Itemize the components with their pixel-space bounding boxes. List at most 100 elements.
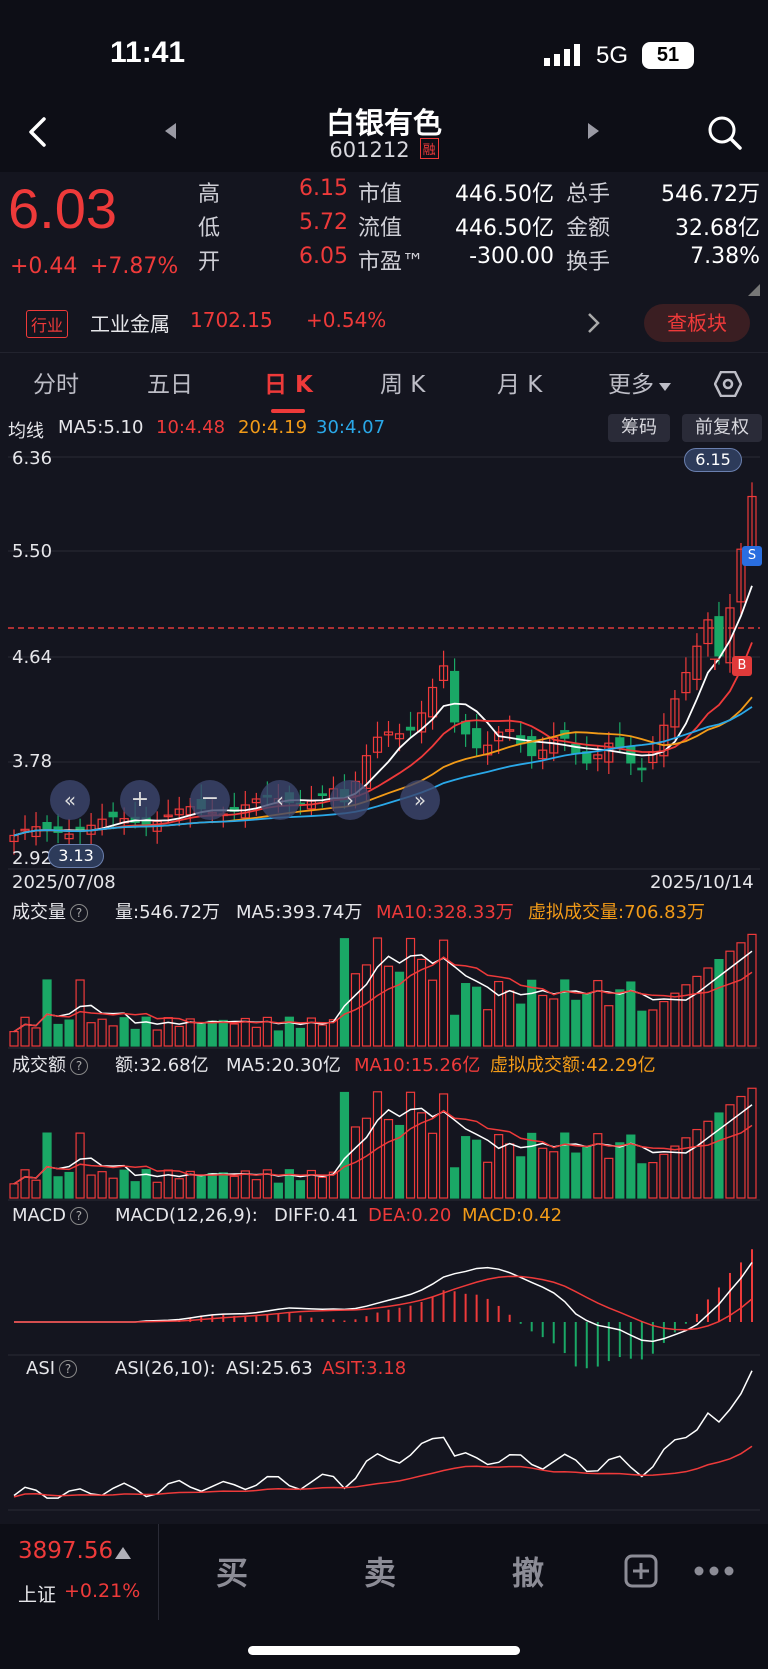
amount-bar	[306, 1169, 317, 1199]
macd-params: MACD(12,26,9):	[115, 1205, 258, 1226]
help-icon[interactable]: ?	[69, 1207, 88, 1225]
scroll-right-button[interactable]: ›	[330, 780, 370, 820]
adjust-button[interactable]: 前复权	[682, 414, 762, 442]
settings-icon[interactable]	[714, 371, 742, 397]
cancel-order-button[interactable]: 撤	[512, 1554, 545, 1592]
candle-body	[637, 767, 647, 771]
amount-virtual: 虚拟成交额:42.29亿	[490, 1055, 656, 1076]
volume-bar	[670, 992, 680, 1047]
sell-button[interactable]: 卖	[364, 1554, 397, 1592]
scroll-left-button[interactable]: ‹	[260, 780, 300, 820]
tab-daily-k[interactable]: 日 K	[264, 372, 313, 398]
bottom-toolbar: 3897.56 上证 +0.21% 买 卖 撤	[0, 1524, 768, 1669]
volume-title[interactable]: 成交量?	[12, 898, 88, 924]
battery-icon: 51	[642, 42, 694, 69]
volume-bar	[141, 1016, 151, 1047]
date-end: 2025/10/14	[650, 872, 754, 893]
volume-bar	[714, 958, 724, 1047]
index-ticker[interactable]: 3897.56 上证 +0.21%	[0, 1524, 160, 1624]
macd-title-label: MACD	[12, 1205, 66, 1226]
chevron-right-icon[interactable]	[586, 312, 600, 334]
amount-title[interactable]: 成交额?	[12, 1051, 88, 1077]
more-icon[interactable]	[694, 1566, 734, 1576]
volume-ma5: MA5:393.74万	[236, 902, 363, 923]
amount-bar	[604, 1157, 614, 1199]
volume-bar	[339, 938, 350, 1047]
tab-more[interactable]: 更多	[608, 365, 672, 399]
view-sector-button[interactable]: 查板块	[644, 304, 750, 342]
amount-bar	[416, 1112, 427, 1199]
search-icon[interactable]	[706, 114, 744, 152]
volume-bar	[527, 979, 537, 1047]
industry-row[interactable]: 行业 工业金属 1702.15 +0.54% 查板块	[0, 298, 768, 350]
amount-bar	[108, 1177, 118, 1199]
amount-bar	[461, 1136, 471, 1199]
volume-bars	[9, 933, 757, 1047]
volume-bar	[196, 1022, 206, 1047]
amount-bar	[130, 1181, 140, 1199]
high-value: 6.15	[299, 176, 348, 201]
chips-button[interactable]: 筹码	[608, 414, 670, 442]
buy-button[interactable]: 买	[216, 1554, 249, 1592]
volume-bar	[328, 1019, 339, 1047]
amount-bar	[692, 1128, 702, 1199]
help-icon[interactable]: ?	[70, 1057, 88, 1075]
add-watchlist-icon[interactable]	[624, 1554, 658, 1588]
volume-bar	[560, 979, 570, 1047]
next-stock-icon[interactable]	[586, 122, 600, 140]
price-change: +0.44	[10, 254, 78, 279]
tab-weekly-k[interactable]: 周 K	[380, 372, 426, 398]
status-time: 11:41	[110, 36, 186, 69]
asi-title[interactable]: ASI?	[26, 1358, 78, 1379]
zoom-out-button[interactable]: −	[190, 780, 230, 820]
candle-body	[405, 726, 416, 731]
help-icon[interactable]: ?	[70, 904, 88, 922]
kline-charts[interactable]	[0, 444, 768, 1524]
volume-virtual: 虚拟成交量:706.83万	[528, 902, 706, 923]
expand-corner-icon[interactable]	[748, 284, 760, 296]
tab-five-day[interactable]: 五日	[147, 372, 193, 398]
volume-bar	[516, 1003, 526, 1047]
volume-value: 546.72万	[661, 182, 760, 207]
ma5-value: MA5:5.10	[58, 417, 144, 438]
volume-bar	[31, 1027, 41, 1047]
zoom-in-button[interactable]: +	[120, 780, 160, 820]
amount-bar	[736, 1095, 746, 1199]
up-triangle-icon	[115, 1547, 131, 1559]
candle-body	[108, 811, 118, 818]
candle-body	[681, 671, 691, 694]
volume-bar	[273, 1030, 283, 1047]
amount-bar	[438, 1093, 449, 1199]
tab-intraday[interactable]: 分时	[33, 372, 79, 398]
help-icon[interactable]: ?	[59, 1360, 78, 1378]
candle-body	[20, 828, 30, 832]
candle-body	[472, 728, 482, 749]
prev-stock-icon[interactable]	[164, 122, 178, 140]
stock-nav-bar: 白银有色 601212 融	[0, 92, 768, 172]
amount-bar	[593, 1133, 603, 1199]
candle-body	[692, 645, 702, 680]
amount-bar	[152, 1181, 162, 1199]
period-tabs: 分时 五日 日 K 周 K 月 K 更多	[0, 352, 768, 413]
index-value: 3897.56	[18, 1538, 114, 1564]
macd-title[interactable]: MACD?	[12, 1205, 88, 1226]
amount-bar	[516, 1156, 526, 1199]
y-tick-3: 4.64	[12, 647, 53, 668]
jump-start-button[interactable]: «	[50, 780, 90, 820]
amount-bar	[207, 1172, 217, 1199]
candle-body	[174, 808, 184, 816]
volume-bar	[571, 999, 581, 1047]
volume-bar	[438, 939, 449, 1047]
volume-bar	[251, 1026, 261, 1047]
asi-params: ASI(26,10):	[115, 1358, 216, 1379]
jump-end-button[interactable]: »	[400, 780, 440, 820]
industry-pct: +0.54%	[306, 308, 387, 332]
tab-monthly-k[interactable]: 月 K	[497, 372, 543, 398]
back-arrow-icon[interactable]	[24, 116, 52, 148]
candle-body	[383, 731, 394, 736]
amount-bar	[97, 1171, 107, 1199]
candle-body	[483, 744, 493, 756]
amount-bar	[141, 1169, 151, 1199]
volume-bar	[725, 950, 735, 1047]
pe-label: 市盈™	[358, 250, 425, 275]
